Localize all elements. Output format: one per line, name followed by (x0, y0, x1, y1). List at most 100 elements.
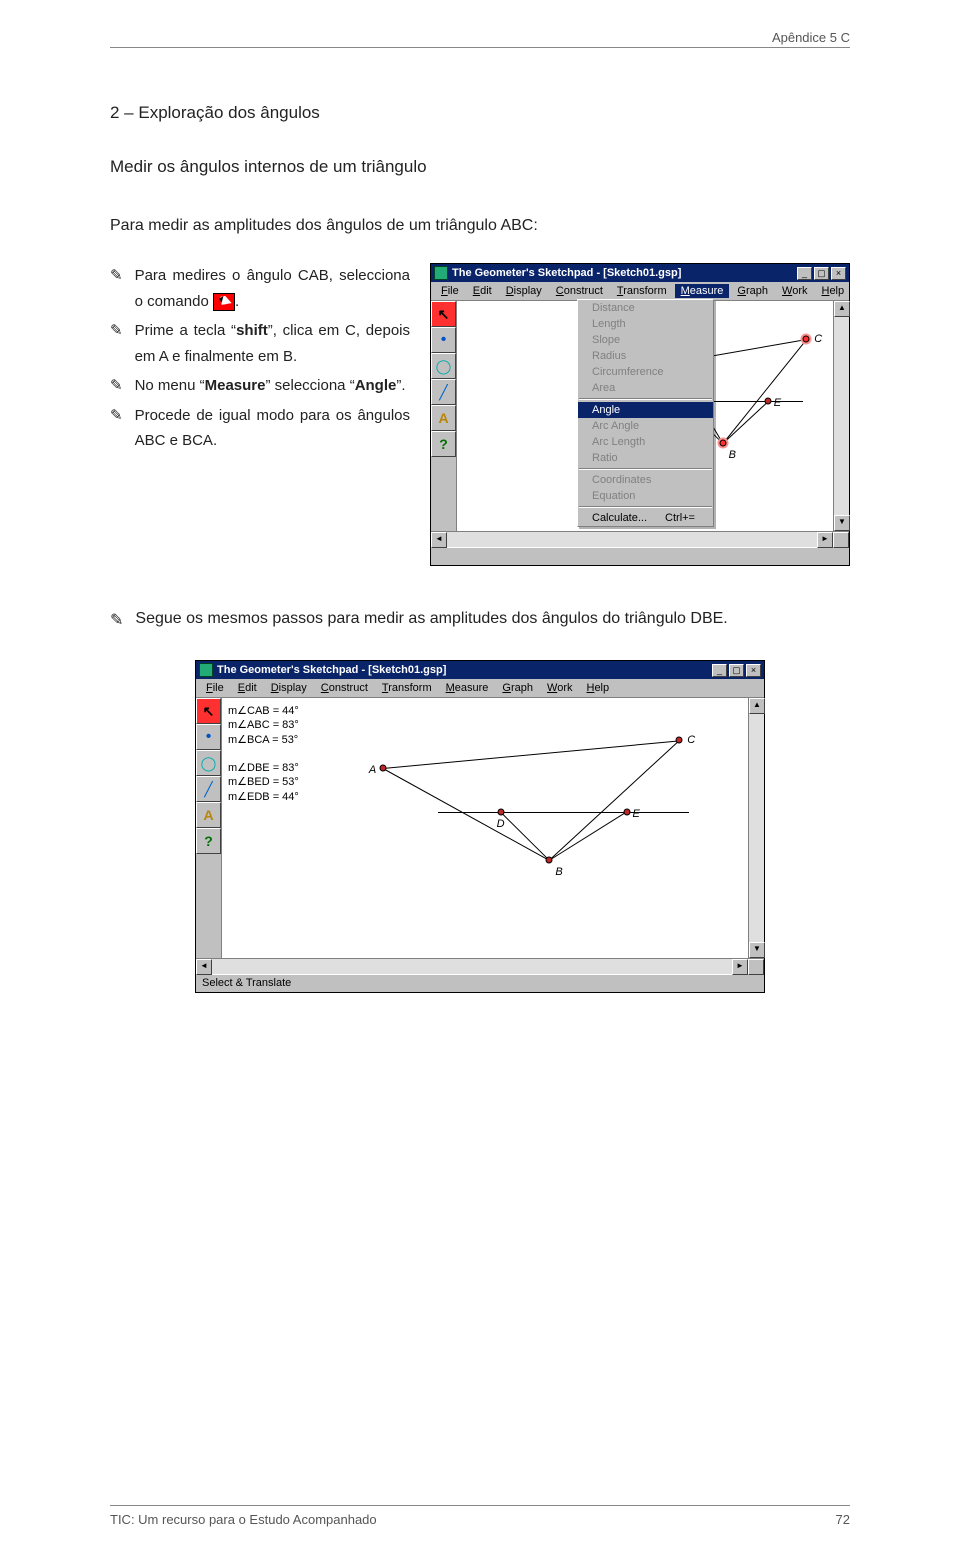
point-B[interactable] (719, 440, 726, 447)
menu-item-radius: Radius (578, 348, 713, 364)
bullet-3-bold2: Angle (355, 377, 397, 394)
follow-up-text: Segue os mesmos passos para medir as amp… (135, 610, 727, 630)
scroll-track[interactable] (749, 714, 764, 942)
menu-work[interactable]: Work (776, 284, 813, 298)
menu-help[interactable]: Help (580, 681, 615, 695)
scroll-up-button[interactable]: ▲ (749, 698, 765, 714)
menu-construct[interactable]: Construct (550, 284, 609, 298)
menu-help[interactable]: Help (815, 284, 850, 298)
menu-file[interactable]: File (435, 284, 465, 298)
bullet-4: ✎ Procede de igual modo para os ângulos … (110, 403, 410, 454)
scroll-up-button[interactable]: ▲ (834, 301, 850, 317)
point-E[interactable] (764, 398, 771, 405)
menu-display[interactable]: Display (500, 284, 548, 298)
select-tool[interactable] (431, 301, 456, 327)
menu-item-arc-angle: Arc Angle (578, 418, 713, 434)
menu-edit[interactable]: Edit (467, 284, 498, 298)
toolbox[interactable] (431, 301, 457, 531)
toolbox[interactable] (196, 698, 222, 958)
vertical-scrollbar[interactable]: ▲ ▼ (748, 698, 764, 958)
scroll-track[interactable] (834, 317, 849, 515)
menu-item-angle[interactable]: Angle (578, 402, 713, 418)
header-rule (110, 47, 850, 48)
menu-item-circumference: Circumference (578, 364, 713, 380)
point-label-A: A (369, 764, 376, 776)
point-D[interactable] (497, 808, 504, 815)
maximize-button[interactable]: ▢ (729, 664, 744, 677)
menu-edit[interactable]: Edit (232, 681, 263, 695)
horizontal-scrollbar[interactable]: ◄ ► (431, 531, 849, 547)
menu-measure[interactable]: Measure (440, 681, 495, 695)
maximize-button[interactable]: ▢ (814, 267, 829, 280)
circle-tool[interactable] (431, 353, 456, 379)
menu-file[interactable]: File (200, 681, 230, 695)
horizontal-scrollbar[interactable]: ◄ ► (196, 958, 764, 974)
vertical-scrollbar[interactable]: ▲ ▼ (833, 301, 849, 531)
pencil-icon: ✎ (110, 318, 123, 369)
titlebar[interactable]: The Geometer's Sketchpad - [Sketch01.gsp… (196, 661, 764, 679)
point-A[interactable] (379, 764, 386, 771)
minimize-button[interactable]: _ (797, 267, 812, 280)
follow-up-bullet: ✎ Segue os mesmos passos para medir as a… (110, 610, 850, 630)
pencil-icon: ✎ (110, 403, 123, 454)
point-label-C: C (814, 333, 822, 345)
scroll-track[interactable] (447, 532, 817, 547)
scroll-right-button[interactable]: ► (817, 532, 833, 548)
menu-item-coordinates: Coordinates (578, 472, 713, 488)
scroll-right-button[interactable]: ► (732, 959, 748, 975)
line-tool[interactable] (431, 379, 456, 405)
menu-item-distance: Distance (578, 300, 713, 316)
menu-graph[interactable]: Graph (731, 284, 774, 298)
point-B[interactable] (546, 856, 553, 863)
menu-construct[interactable]: Construct (315, 681, 374, 695)
point-C[interactable] (676, 737, 683, 744)
point-label-E: E (774, 397, 781, 409)
bullet-3-bold1: Measure (205, 377, 266, 394)
text-tool[interactable] (196, 802, 221, 828)
menu-item-arc-length: Arc Length (578, 434, 713, 450)
close-button[interactable]: × (831, 267, 846, 280)
two-column-block: ✎ Para medires o ângulo CAB, selecciona … (110, 263, 850, 566)
menu-display[interactable]: Display (265, 681, 313, 695)
intro-text: Para medir as amplitudes dos ângulos de … (110, 217, 850, 235)
pencil-icon: ✎ (110, 263, 123, 314)
canvas[interactable]: DistanceLengthSlopeRadiusCircumferenceAr… (457, 301, 833, 531)
app-icon (199, 663, 213, 677)
menu-item-calculate-[interactable]: Calculate...Ctrl+= (578, 510, 713, 526)
custom-tool[interactable] (196, 828, 221, 854)
point-label-B: B (729, 449, 736, 461)
point-label-C: C (687, 734, 695, 746)
text-tool[interactable] (431, 405, 456, 431)
menu-transform[interactable]: Transform (611, 284, 673, 298)
close-button[interactable]: × (746, 664, 761, 677)
section-title: 2 – Exploração dos ângulos (110, 103, 850, 123)
point-C[interactable] (803, 336, 810, 343)
menu-item-equation: Equation (578, 488, 713, 504)
menubar[interactable]: FileEditDisplayConstructTransformMeasure… (196, 679, 764, 698)
bullet-1: ✎ Para medires o ângulo CAB, selecciona … (110, 263, 410, 314)
bullet-2: ✎ Prime a tecla “shift”, clica em C, dep… (110, 318, 410, 369)
titlebar[interactable]: The Geometer's Sketchpad - [Sketch01.gsp… (431, 264, 849, 282)
scroll-down-button[interactable]: ▼ (834, 515, 850, 531)
subtitle: Medir os ângulos internos de um triângul… (110, 157, 850, 177)
app-icon (434, 266, 448, 280)
scroll-left-button[interactable]: ◄ (431, 532, 447, 548)
menu-graph[interactable]: Graph (496, 681, 539, 695)
custom-tool[interactable] (431, 431, 456, 457)
circle-tool[interactable] (196, 750, 221, 776)
point-E[interactable] (623, 808, 630, 815)
scroll-down-button[interactable]: ▼ (749, 942, 765, 958)
select-tool[interactable] (196, 698, 221, 724)
scroll-track[interactable] (212, 959, 732, 974)
point-tool[interactable] (196, 724, 221, 750)
menu-work[interactable]: Work (541, 681, 578, 695)
measure-menu-dropdown[interactable]: DistanceLengthSlopeRadiusCircumferenceAr… (577, 299, 714, 527)
line-tool[interactable] (196, 776, 221, 802)
window-title: The Geometer's Sketchpad - [Sketch01.gsp… (217, 664, 708, 676)
menu-measure[interactable]: Measure (675, 284, 730, 298)
scroll-left-button[interactable]: ◄ (196, 959, 212, 975)
canvas[interactable]: m∠CAB = 44° m∠ABC = 83° m∠BCA = 53° m∠DB… (222, 698, 748, 958)
menu-transform[interactable]: Transform (376, 681, 438, 695)
minimize-button[interactable]: _ (712, 664, 727, 677)
point-tool[interactable] (431, 327, 456, 353)
